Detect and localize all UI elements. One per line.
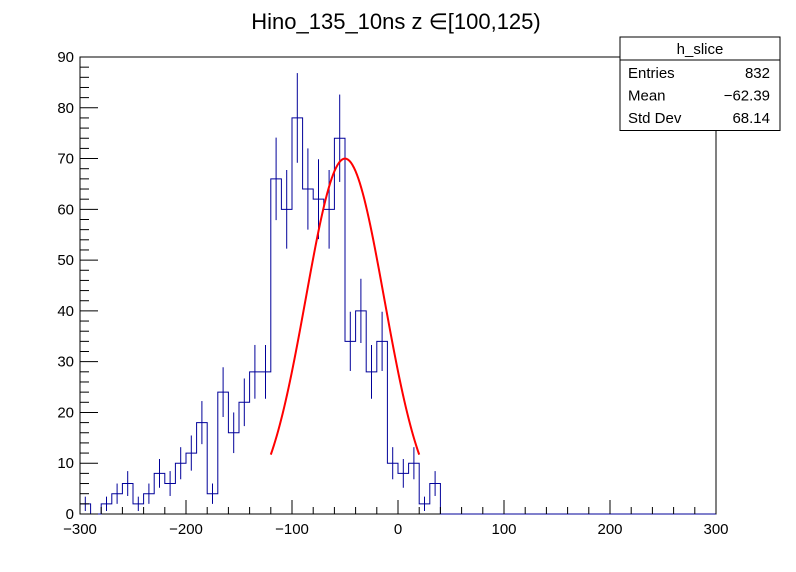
fit-curve — [269, 157, 421, 455]
x-tick-label: 200 — [597, 521, 622, 538]
y-tick-label: 10 — [57, 455, 74, 472]
y-tick-label: 30 — [57, 354, 74, 371]
stats-label: Mean — [628, 88, 666, 105]
y-tick-label: 50 — [57, 252, 74, 269]
stats-value: 68.14 — [732, 110, 770, 127]
y-tick-label: 20 — [57, 404, 74, 421]
x-tick-label: −200 — [169, 521, 203, 538]
stats-value: −62.39 — [724, 88, 770, 105]
y-tick-label: 40 — [57, 303, 74, 320]
stats-label: Std Dev — [628, 110, 682, 127]
x-tick-label: −100 — [275, 521, 309, 538]
y-tick-label: 0 — [66, 506, 74, 523]
y-tick-label: 70 — [57, 151, 74, 168]
x-tick-label: 0 — [394, 521, 402, 538]
y-tick-label: 60 — [57, 201, 74, 218]
x-tick-label: −300 — [63, 521, 97, 538]
y-tick-label: 80 — [57, 100, 74, 117]
stats-frame — [619, 36, 781, 131]
stats-title: h_slice — [677, 41, 724, 58]
histogram-line — [80, 117, 716, 515]
x-tick-label: 300 — [703, 521, 728, 538]
plot-area: −300 −200 −100 0 100 200 300 0 10 20 30 40 50 60 70 80 9… — [57, 49, 728, 538]
x-tick-label: 100 — [491, 521, 516, 538]
chart-title: Hino_135_10ns z ∈[100,125) — [251, 9, 540, 34]
stats-value: 832 — [745, 65, 770, 82]
stats-label: Entries — [628, 65, 675, 82]
y-tick-label: 90 — [57, 49, 74, 66]
